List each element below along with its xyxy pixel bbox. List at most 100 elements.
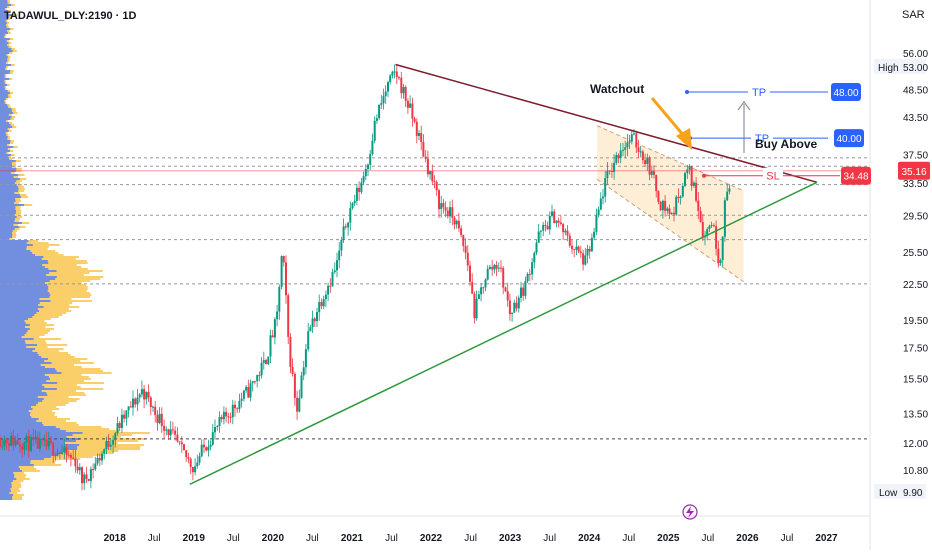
candle[interactable] xyxy=(240,398,243,401)
candle[interactable] xyxy=(10,435,13,446)
candle[interactable] xyxy=(515,302,518,309)
candle[interactable] xyxy=(247,387,250,398)
candle[interactable] xyxy=(211,432,214,445)
candle[interactable] xyxy=(256,375,259,382)
candle[interactable] xyxy=(123,414,126,419)
candle[interactable] xyxy=(132,398,134,408)
candle[interactable] xyxy=(58,452,61,454)
candle[interactable] xyxy=(158,413,161,423)
candle[interactable] xyxy=(25,436,28,443)
descending-channel[interactable] xyxy=(597,125,744,282)
candle[interactable] xyxy=(271,335,274,338)
candle[interactable] xyxy=(488,266,491,269)
candle[interactable] xyxy=(577,246,580,252)
candle[interactable] xyxy=(688,166,691,170)
candle[interactable] xyxy=(661,200,664,211)
candle[interactable] xyxy=(575,246,578,250)
candle[interactable] xyxy=(460,228,463,236)
lightning-icon[interactable] xyxy=(682,504,698,520)
candle[interactable] xyxy=(564,230,567,233)
candle[interactable] xyxy=(677,196,680,199)
candle[interactable] xyxy=(371,140,374,154)
candle[interactable] xyxy=(424,156,427,159)
candle[interactable] xyxy=(378,104,381,119)
candle[interactable] xyxy=(362,176,365,183)
candle[interactable] xyxy=(340,240,343,251)
candle[interactable] xyxy=(679,196,682,199)
candle[interactable] xyxy=(355,187,358,201)
candle[interactable] xyxy=(466,252,469,266)
candle[interactable] xyxy=(728,188,731,192)
candle[interactable] xyxy=(72,457,75,459)
candle[interactable] xyxy=(695,182,698,201)
candle[interactable] xyxy=(1,446,4,448)
candle[interactable] xyxy=(653,171,655,175)
candle[interactable] xyxy=(613,162,616,172)
candle[interactable] xyxy=(94,463,97,470)
candle[interactable] xyxy=(641,151,644,161)
candle[interactable] xyxy=(81,467,83,484)
candle[interactable] xyxy=(508,300,511,315)
candle[interactable] xyxy=(156,415,159,423)
candle[interactable] xyxy=(595,215,598,232)
candle[interactable] xyxy=(296,397,299,412)
candle[interactable] xyxy=(140,389,143,395)
candle[interactable] xyxy=(307,331,310,350)
candle[interactable] xyxy=(349,208,352,223)
candle[interactable] xyxy=(475,299,478,319)
candle[interactable] xyxy=(98,457,101,461)
candle[interactable] xyxy=(571,245,573,250)
candle[interactable] xyxy=(154,406,157,416)
candle[interactable] xyxy=(504,287,507,292)
candle[interactable] xyxy=(557,220,560,223)
candle[interactable] xyxy=(318,302,321,313)
candle[interactable] xyxy=(513,302,516,313)
candle[interactable] xyxy=(409,103,412,108)
sl-value-badge[interactable] xyxy=(841,166,871,185)
candle[interactable] xyxy=(619,150,622,159)
candle[interactable] xyxy=(644,160,647,165)
candle[interactable] xyxy=(67,454,70,456)
candle[interactable] xyxy=(657,191,660,202)
candle[interactable] xyxy=(245,387,248,391)
candle[interactable] xyxy=(3,439,6,447)
candle[interactable] xyxy=(635,133,638,148)
candle[interactable] xyxy=(116,423,119,434)
candle[interactable] xyxy=(304,349,307,368)
candle[interactable] xyxy=(19,444,21,447)
candle[interactable] xyxy=(231,404,234,418)
candle[interactable] xyxy=(198,456,201,463)
candle[interactable] xyxy=(342,226,345,241)
candle[interactable] xyxy=(590,237,593,252)
candle[interactable] xyxy=(187,457,190,459)
candle[interactable] xyxy=(500,267,502,269)
last-price-badge[interactable] xyxy=(898,161,930,180)
candle[interactable] xyxy=(96,457,99,464)
candle[interactable] xyxy=(548,216,551,230)
candle[interactable] xyxy=(444,207,447,211)
candle[interactable] xyxy=(375,118,378,121)
candle[interactable] xyxy=(726,191,729,201)
candle[interactable] xyxy=(584,255,587,265)
candle[interactable] xyxy=(446,210,449,217)
candle[interactable] xyxy=(5,439,8,444)
candle[interactable] xyxy=(56,452,59,456)
candle[interactable] xyxy=(189,458,192,467)
candle[interactable] xyxy=(484,279,487,288)
candle[interactable] xyxy=(606,170,609,179)
candle[interactable] xyxy=(120,414,123,428)
candle[interactable] xyxy=(411,103,414,119)
candle[interactable] xyxy=(398,77,400,79)
candle[interactable] xyxy=(517,297,520,309)
candle[interactable] xyxy=(14,440,17,446)
candle[interactable] xyxy=(41,438,44,441)
candle[interactable] xyxy=(207,446,210,451)
candle[interactable] xyxy=(404,87,407,101)
candle[interactable] xyxy=(637,147,640,152)
candle[interactable] xyxy=(160,413,163,426)
candle[interactable] xyxy=(134,398,137,405)
candle[interactable] xyxy=(646,157,649,165)
candle[interactable] xyxy=(298,397,301,412)
candle[interactable] xyxy=(622,149,624,151)
candle[interactable] xyxy=(30,437,32,451)
